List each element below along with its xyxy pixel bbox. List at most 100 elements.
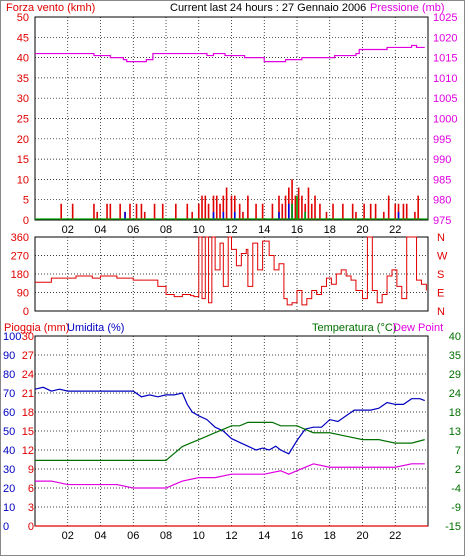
direction-y-tick-label: 180 — [11, 269, 29, 281]
wind-bar — [222, 195, 225, 220]
wind-bar — [369, 203, 372, 220]
wind-pressure-panel: 0510152025303540455097598098599099510001… — [17, 12, 458, 236]
wind-y-tick-label: 50 — [17, 12, 29, 24]
wind-x-tick-label: 14 — [258, 224, 270, 236]
wind-bar — [281, 203, 284, 220]
humidity-y-tick-label: 30 — [3, 464, 15, 476]
wind-bar — [414, 211, 416, 220]
wind-bar — [291, 179, 293, 220]
wind-bar — [291, 203, 293, 220]
wind-bar — [207, 203, 210, 220]
humidity-y-tick-label: 80 — [3, 369, 15, 381]
compass-tick-label: S — [437, 269, 444, 281]
wind-bar — [233, 211, 236, 220]
wind-bar — [119, 203, 121, 220]
humidity-y-tick-label: 0 — [3, 521, 9, 533]
wind-bar — [129, 203, 131, 220]
dewpoint-axis-title: Dew Point — [393, 322, 443, 334]
rain-y-tick-label: 18 — [22, 407, 34, 419]
pressure-y-tick-label: 1000 — [433, 114, 457, 126]
wind-bar — [212, 195, 215, 220]
wind-bar — [405, 203, 408, 220]
wind-bar — [230, 195, 233, 220]
humidity-y-tick-label: 50 — [3, 426, 15, 438]
wind-bar — [135, 203, 138, 220]
direction-y-tick-label: 0 — [23, 306, 29, 318]
pressure-y-tick-label: 975 — [433, 215, 451, 227]
wind-axis-title: Forza vento (kmh) — [6, 2, 95, 14]
wind-bar — [325, 211, 328, 220]
wind-bar — [204, 195, 207, 220]
wind-x-tick-label: 08 — [160, 224, 172, 236]
wind-bar — [304, 211, 306, 220]
wind-bar — [140, 203, 143, 220]
compass-tick-label: N — [437, 232, 445, 244]
wind-bar — [417, 195, 419, 220]
wind-bar — [93, 203, 95, 220]
wind-bar — [394, 203, 397, 220]
wind-bar — [296, 195, 298, 220]
wind-bar — [307, 187, 310, 220]
pressure-axis-title: Pressione (mb) — [370, 2, 445, 14]
rain-y-tick-label: 27 — [22, 350, 34, 362]
wind-bar — [387, 195, 390, 220]
wind-bar — [222, 211, 225, 220]
wind-y-tick-label: 35 — [17, 73, 29, 85]
wind-bar — [153, 203, 156, 220]
humidity-y-tick-label: 40 — [3, 445, 15, 457]
temperature-y-tick-label: 40 — [449, 331, 461, 343]
wind-bar — [397, 211, 400, 220]
rain-y-tick-label: 15 — [22, 426, 34, 438]
pressure-y-tick-label: 1025 — [433, 12, 457, 24]
temperature-y-tick-label: 29 — [449, 369, 461, 381]
wind-bar — [301, 195, 303, 220]
wind-bar — [201, 195, 203, 220]
temperature-y-tick-label: -9 — [451, 502, 461, 514]
wind-y-tick-label: 30 — [17, 93, 29, 105]
temperature-y-tick-label: -4 — [451, 483, 461, 495]
humidity-x-tick-label: 12 — [225, 530, 237, 542]
wind-bar — [255, 203, 257, 220]
wind-y-tick-label: 0 — [23, 215, 29, 227]
wind-bar — [261, 203, 264, 220]
wind-bar — [342, 203, 344, 220]
wind-bar — [215, 195, 218, 220]
wind-bar — [288, 203, 290, 220]
wind-y-tick-label: 20 — [17, 134, 29, 146]
humidity-x-tick-label: 04 — [94, 530, 106, 542]
humidity-x-tick-label: 20 — [356, 530, 368, 542]
wind-x-tick-label: 02 — [62, 224, 74, 236]
rain-y-tick-label: 9 — [28, 464, 34, 476]
humidity-line — [34, 386, 425, 455]
humidity-temperature-panel: 0 0 -15 10 3 -9 20 6 -4 30 9 2 40 12 7 50 15 13 60 18 18 70 21… — [3, 331, 461, 542]
wind-bar — [96, 211, 99, 220]
temperature-line — [35, 421, 425, 461]
wind-bar — [247, 195, 249, 220]
wind-bar — [106, 203, 108, 220]
humidity-y-tick-label: 10 — [3, 502, 15, 514]
humidity-x-tick-label: 22 — [389, 530, 401, 542]
wind-bar — [278, 211, 280, 220]
rain-y-tick-label: 30 — [22, 331, 34, 343]
rain-y-tick-label: 6 — [28, 483, 34, 495]
wind-bar — [355, 211, 357, 220]
wind-y-tick-label: 10 — [17, 174, 29, 186]
humidity-y-tick-label: 20 — [3, 483, 15, 495]
pressure-y-tick-label: 980 — [433, 195, 451, 207]
rain-y-tick-label: 21 — [22, 388, 34, 400]
humidity-y-tick-label: 90 — [3, 350, 15, 362]
wind-direction-panel: 0 N 90 E 180 S 270 W 360 N — [11, 232, 448, 318]
wind-bar — [124, 211, 126, 220]
wind-y-tick-label: 40 — [17, 53, 29, 65]
pressure-line — [35, 44, 425, 63]
wind-bar — [278, 195, 280, 220]
temperature-y-tick-label: 24 — [449, 388, 461, 400]
chart-title: Current last 24 hours : 27 Gennaio 2006 — [170, 2, 366, 14]
direction-y-tick-label: 360 — [11, 232, 29, 244]
pressure-y-tick-label: 1005 — [433, 93, 457, 105]
humidity-x-tick-label: 02 — [62, 530, 74, 542]
direction-y-tick-label: 270 — [11, 251, 29, 263]
temperature-y-tick-label: 13 — [449, 426, 461, 438]
wind-x-tick-label: 18 — [324, 224, 336, 236]
